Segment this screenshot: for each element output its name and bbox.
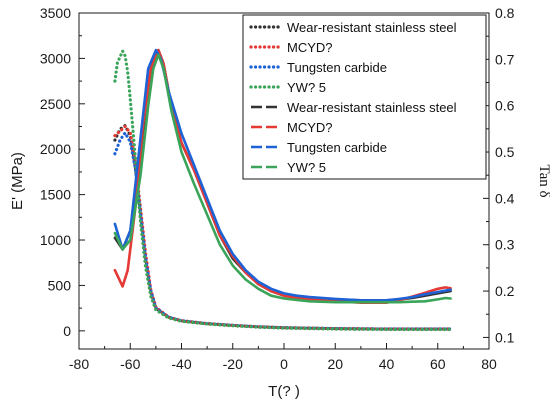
x-tick-label: 0 (280, 356, 288, 372)
y-tick-label: 3000 (40, 50, 71, 66)
legend-label: MCYD? (287, 120, 333, 135)
x-tick-label: 80 (481, 356, 497, 372)
y-axis-left: 0 500 1000 1500 2000 2500 3000 3500 (40, 5, 85, 339)
legend-label: Wear-resistant stainless steel (287, 20, 457, 35)
y-axis-right: 0.1 0.2 0.3 0.4 0.5 0.6 0.7 0.8 (483, 5, 515, 345)
x-axis: -80 -60 -40 -20 0 20 40 60 80 (69, 343, 497, 372)
legend: Wear-resistant stainless steel MCYD? Tungs… (242, 14, 487, 180)
y-axis-title: E' (MPa) (9, 152, 26, 210)
y2-tick-label: 0.3 (495, 237, 515, 253)
x-tick-label: -20 (223, 356, 243, 372)
tan-delta-series-line (113, 48, 452, 302)
legend-label: Wear-resistant stainless steel (287, 100, 457, 115)
y2-axis-title: Tan δ (536, 164, 550, 197)
y2-tick-label: 0.1 (495, 329, 515, 345)
y-tick-label: 500 (48, 277, 72, 293)
y-tick-label: 1000 (40, 232, 71, 248)
y2-tick-label: 0.4 (495, 190, 515, 206)
y2-tick-label: 0.6 (495, 98, 515, 114)
tan-delta-series-line (113, 53, 452, 304)
y2-tick-label: 0.2 (495, 283, 515, 299)
x-axis-title: T(? ) (268, 383, 300, 400)
legend-label: YW? 5 (287, 160, 326, 175)
y2-tick-label: 0.5 (495, 144, 515, 160)
legend-label: YW? 5 (287, 80, 326, 95)
x-tick-label: -60 (120, 356, 140, 372)
legend-box (242, 14, 487, 180)
x-tick-label: 40 (379, 356, 395, 372)
series-layer (113, 48, 453, 332)
storage-modulus-series-line (113, 49, 453, 332)
x-tick-label: -40 (171, 356, 191, 372)
y2-tick-label: 0.7 (495, 51, 515, 67)
x-tick-label: 60 (430, 356, 446, 372)
y-tick-label: 2500 (40, 96, 71, 112)
y-tick-label: 3500 (40, 5, 71, 21)
legend-label: Tungsten carbide (287, 140, 387, 155)
legend-label: MCYD? (287, 40, 333, 55)
y-tick-label: 1500 (40, 187, 71, 203)
y2-tick-label: 0.8 (495, 5, 515, 21)
x-tick-label: 20 (327, 356, 343, 372)
y-tick-label: 0 (63, 323, 71, 339)
x-tick-label: -80 (69, 356, 89, 372)
legend-label: Tungsten carbide (287, 60, 387, 75)
y-tick-label: 2000 (40, 141, 71, 157)
